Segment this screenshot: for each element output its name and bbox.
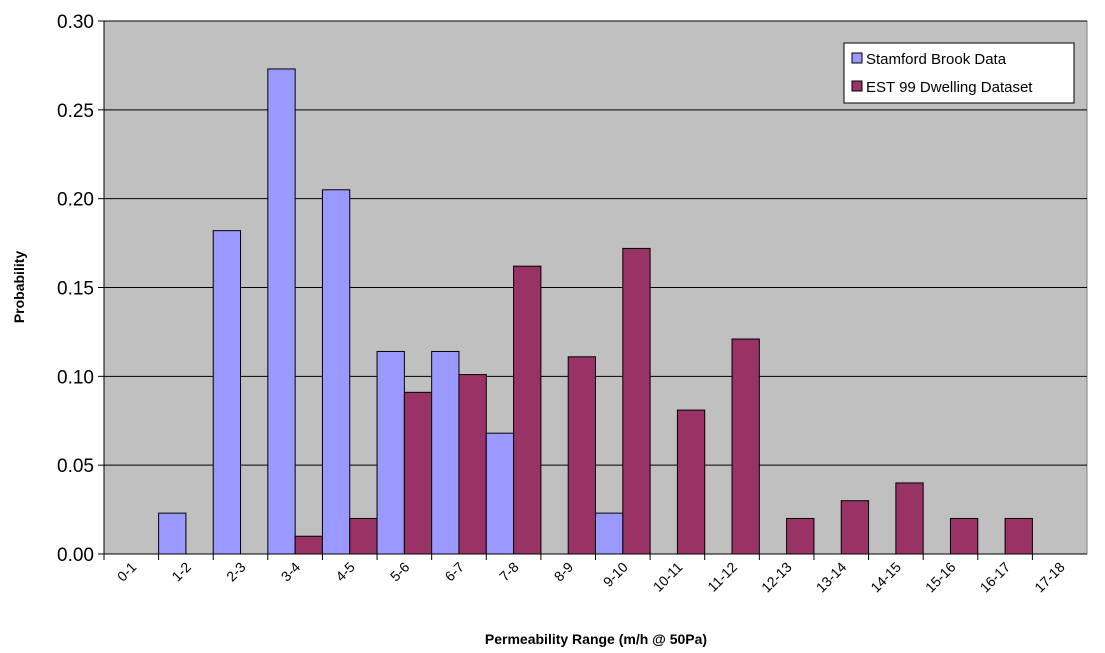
x-tick-label: 13-14 — [813, 559, 850, 596]
x-tick-label: 16-17 — [977, 559, 1014, 596]
y-tick-label: 0.10 — [57, 367, 94, 388]
bar-stamford — [595, 512, 624, 555]
bar-stamford — [212, 230, 242, 555]
bar-est99 — [513, 265, 542, 555]
x-tick-label: 7-8 — [496, 559, 522, 585]
y-tick-label: 0.25 — [57, 101, 94, 122]
x-tick-label: 14-15 — [867, 559, 904, 596]
legend-swatch-est99 — [851, 80, 863, 92]
x-tick-labels: 0-1 1-2 2-3 3-4 4-5 5-6 6-7 7-8 8-9 9-10 10-11 11-1… — [114, 559, 1068, 596]
legend-box — [843, 42, 1075, 104]
bar-stamford — [321, 189, 351, 555]
legend: Stamford Brook Data EST 99 Dwelling Data… — [843, 42, 1075, 104]
legend-label-est99: EST 99 Dwelling Dataset — [866, 79, 1033, 96]
bar-est99 — [895, 482, 924, 555]
bar-est99 — [731, 338, 760, 555]
bar-est99 — [567, 356, 597, 555]
y-tick-label: 0.20 — [57, 190, 94, 211]
y-tick-label: 0.30 — [57, 12, 94, 33]
bar-est99 — [349, 517, 378, 555]
bar-est99 — [676, 409, 706, 555]
x-tick-label: 0-1 — [114, 559, 140, 585]
bar-est99 — [622, 247, 651, 555]
bar-est99 — [458, 374, 487, 555]
bar-est99 — [294, 535, 323, 555]
x-axis-title: Permeability Range (m/h @ 50Pa) — [485, 631, 707, 647]
legend-label-stamford: Stamford Brook Data — [866, 51, 1007, 68]
x-tick-label: 10-11 — [650, 559, 686, 595]
x-tick-label: 6-7 — [441, 559, 467, 585]
x-tick-label: 3-4 — [278, 559, 304, 585]
bar-est99 — [786, 517, 815, 555]
y-tick-label: 0.15 — [57, 279, 94, 300]
x-tick-label: 1-2 — [168, 559, 194, 585]
x-tick-label: 11-12 — [704, 559, 740, 595]
x-tick-label: 5-6 — [387, 559, 413, 585]
bar-stamford — [267, 68, 296, 555]
axes — [98, 20, 1087, 560]
x-tick-label: 2-3 — [223, 559, 249, 585]
bars — [158, 68, 1033, 555]
bar-est99 — [1004, 517, 1033, 555]
x-tick-label: 9-10 — [600, 559, 631, 590]
bar-est99 — [840, 500, 870, 555]
bar-stamford — [485, 432, 515, 555]
legend-swatch-stamford — [851, 52, 863, 64]
bar-est99 — [403, 391, 433, 555]
x-tick-label: 15-16 — [922, 559, 959, 596]
x-tick-label: 4-5 — [332, 559, 358, 585]
x-tick-label: 17-18 — [1031, 559, 1068, 596]
bar-stamford — [158, 512, 187, 555]
x-tick-label: 12-13 — [758, 559, 795, 596]
y-tick-label: 0.05 — [57, 456, 94, 477]
bar-stamford — [431, 350, 460, 555]
y-tick-labels: 0.00 0.05 0.10 0.15 0.20 0.25 0.30 — [57, 12, 94, 566]
x-tick-label: 8-9 — [551, 559, 577, 585]
y-tick-label: 0.00 — [57, 545, 94, 566]
y-axis-title: Probability — [11, 251, 27, 324]
bar-stamford — [376, 350, 405, 555]
bar-est99 — [949, 517, 979, 555]
